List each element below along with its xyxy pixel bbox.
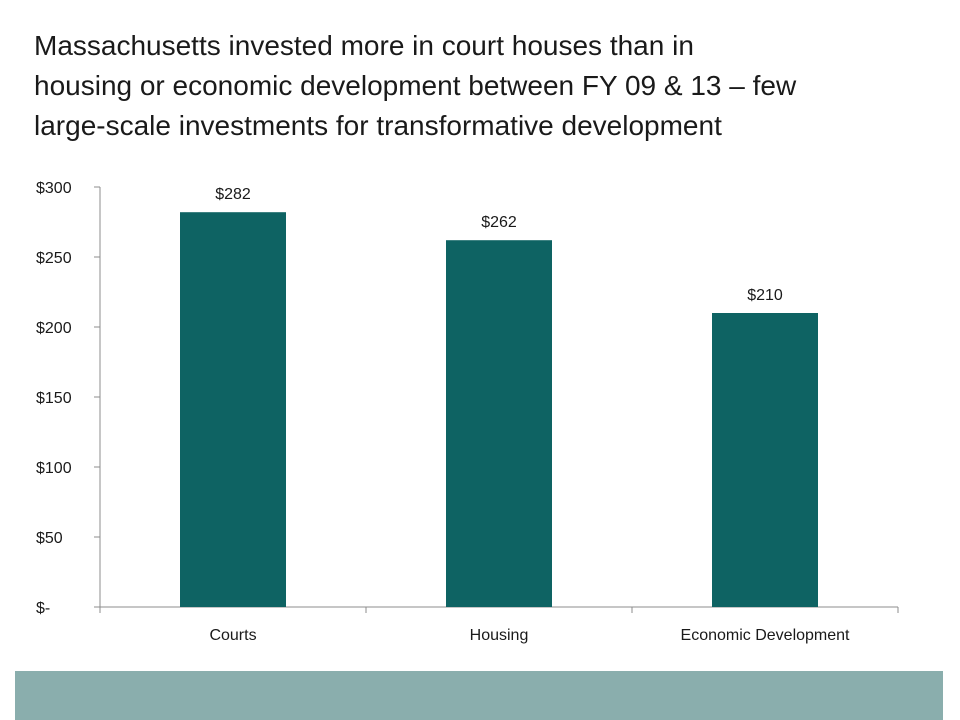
x-category-label: Economic Development bbox=[681, 627, 851, 644]
x-category-label: Housing bbox=[470, 627, 529, 644]
bar-chart: $- $50 $100 $150 $200 $250 $300 $282 Courts $262 H… bbox=[36, 180, 899, 644]
data-label: $282 bbox=[215, 186, 251, 203]
y-tick-label: $100 bbox=[36, 460, 72, 477]
x-category-label: Courts bbox=[209, 627, 256, 644]
y-tick-label: $50 bbox=[36, 530, 63, 547]
footer-bar bbox=[15, 671, 943, 720]
bar-housing bbox=[446, 240, 552, 607]
title-line-2: housing or economic development between … bbox=[34, 70, 797, 101]
title-line-1: Massachusetts invested more in court hou… bbox=[34, 30, 694, 61]
y-tick-label: $300 bbox=[36, 180, 72, 197]
y-tick-label: $250 bbox=[36, 250, 72, 267]
data-label: $210 bbox=[747, 287, 783, 304]
y-tick-label: $- bbox=[36, 600, 50, 617]
y-tick-label: $150 bbox=[36, 390, 72, 407]
bar-economic-development bbox=[712, 313, 818, 607]
y-tick-label: $200 bbox=[36, 320, 72, 337]
title-line-3: large-scale investments for transformati… bbox=[34, 110, 722, 141]
slide-title: Massachusetts invested more in court hou… bbox=[34, 26, 934, 146]
data-label: $262 bbox=[481, 214, 517, 231]
bar-courts bbox=[180, 212, 286, 607]
